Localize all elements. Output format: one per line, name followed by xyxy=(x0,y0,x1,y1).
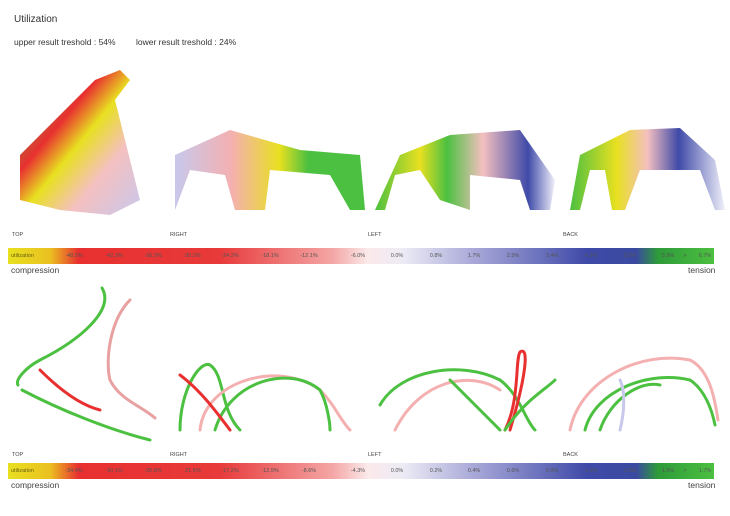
compression-label: compression xyxy=(11,265,60,275)
legend-tick: -12.1% xyxy=(300,253,318,259)
page-title: Utilization xyxy=(14,14,58,25)
top-view-surface xyxy=(20,70,140,215)
legend-tick: 1.5% xyxy=(661,468,675,474)
upper-threshold: upper result treshold : 54% xyxy=(14,37,116,47)
view-label-right: RIGHT xyxy=(170,232,188,238)
legend-tick: -12.9% xyxy=(261,468,279,474)
legend-tick: -25.8% xyxy=(144,468,162,474)
legend-tick: -36.3% xyxy=(144,253,162,259)
legend-tick: 3.4% xyxy=(545,253,559,259)
legend-tick: -4.3% xyxy=(350,468,366,474)
utilization-legend-bottom: utilization -34.4% -30.1% -25.8% -21.5% … xyxy=(8,463,714,479)
surface-views xyxy=(20,70,725,215)
tension-label: tension xyxy=(688,265,716,275)
legend-tick: -6.0% xyxy=(350,253,366,259)
legend-tick: 0.0% xyxy=(390,253,404,259)
tension-label-2: tension xyxy=(688,480,716,490)
legend-tick: 4.2% xyxy=(584,253,598,259)
lower-threshold: lower result treshold : 24% xyxy=(136,37,237,47)
legend-tick: 0.6% xyxy=(506,468,520,474)
legend-tick: -42.3% xyxy=(105,253,123,259)
legend-tick: 0.2% xyxy=(429,468,443,474)
legend-tick: 1.3% xyxy=(623,468,637,474)
view-label-top-2: TOP xyxy=(12,452,24,458)
legend-tick: 1.7% xyxy=(698,468,712,474)
legend-tick: > xyxy=(683,253,687,259)
legend-tick: -24.2% xyxy=(221,253,239,259)
legend-tick: -17.2% xyxy=(221,468,239,474)
legend-tick: 5.0% xyxy=(623,253,637,259)
right-view-beams xyxy=(178,363,352,432)
view-label-left: LEFT xyxy=(368,232,382,238)
compression-label-2: compression xyxy=(11,480,60,490)
legend-tick: 0.9% xyxy=(545,468,559,474)
beam-views xyxy=(16,286,720,442)
legend-tick: 2.5% xyxy=(506,253,520,259)
utilization-legend-top: utilization -48.5% -42.3% -36.3% -30.2% … xyxy=(8,248,714,264)
legend-tick: 0.4% xyxy=(467,468,481,474)
legend-tick: -18.1% xyxy=(261,253,279,259)
view-label-right-2: RIGHT xyxy=(170,452,188,458)
view-label-back-2: BACK xyxy=(563,452,578,458)
back-view-surface xyxy=(570,128,725,210)
left-view-surface xyxy=(375,130,555,210)
legend-tick: -48.5% xyxy=(65,253,83,259)
legend-tick: -30.2% xyxy=(183,253,201,259)
back-view-beams xyxy=(568,356,720,432)
top-view-beams xyxy=(16,286,157,442)
legend-lead: utilization xyxy=(11,468,34,474)
legend-tick: -21.5% xyxy=(183,468,201,474)
legend-tick: -30.1% xyxy=(105,468,123,474)
legend-tick: -34.4% xyxy=(65,468,83,474)
view-label-top: TOP xyxy=(12,232,24,238)
legend-tick: 5.9% xyxy=(661,253,675,259)
view-label-back: BACK xyxy=(563,232,578,238)
legend-tick: 1.1% xyxy=(584,468,598,474)
legend-tick: 0.0% xyxy=(390,468,404,474)
right-view-surface xyxy=(175,130,365,210)
legend-tick: 0.8% xyxy=(429,253,443,259)
legend-tick: 6.7% xyxy=(698,253,712,259)
left-view-beams xyxy=(378,349,557,432)
legend-lead: utilization xyxy=(11,253,34,259)
legend-tick: 1.7% xyxy=(467,253,481,259)
view-label-left-2: LEFT xyxy=(368,452,382,458)
legend-tick: -8.6% xyxy=(301,468,317,474)
legend-tick: > xyxy=(683,468,687,474)
